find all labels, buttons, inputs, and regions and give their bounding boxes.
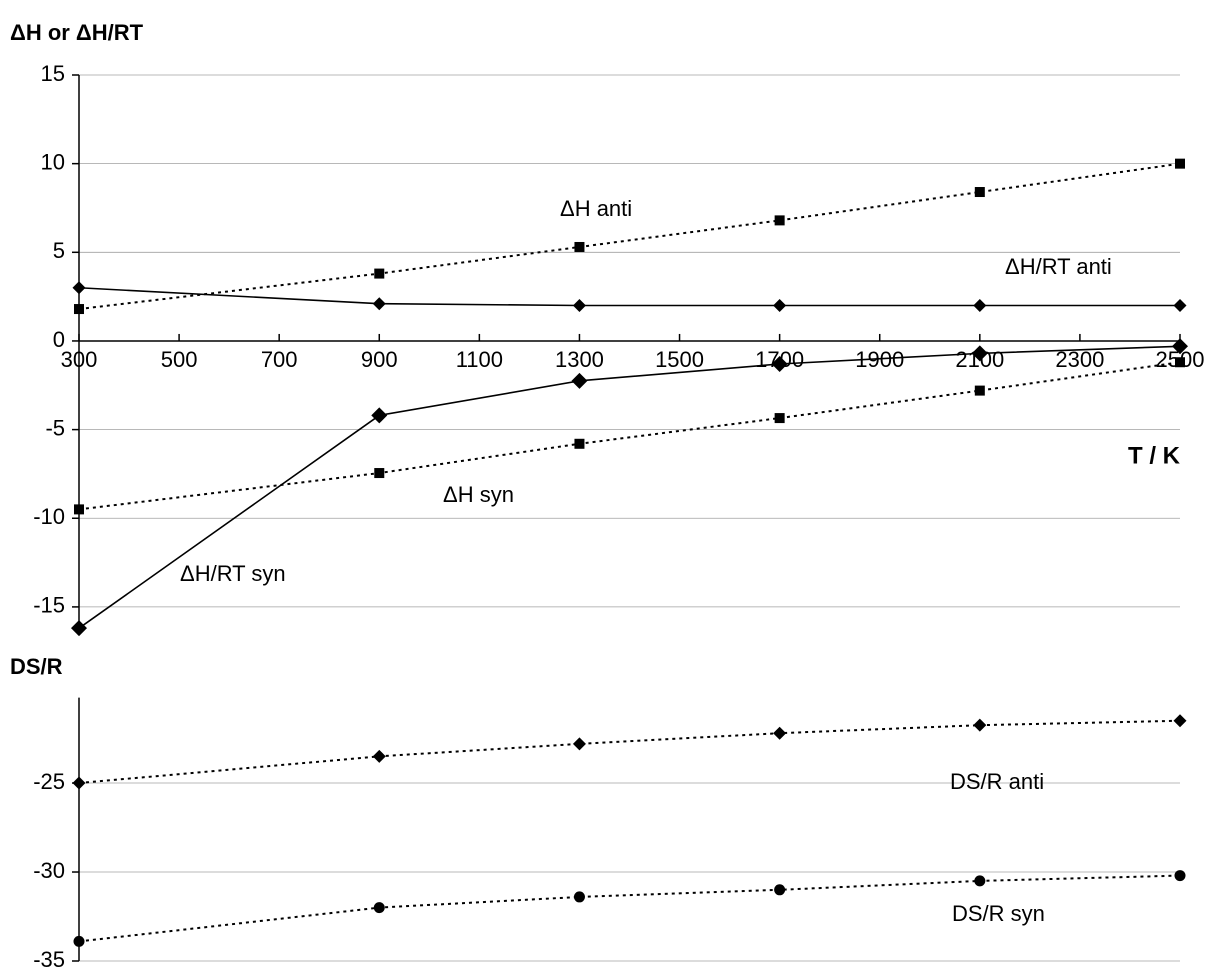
marker [774, 413, 785, 424]
series-line [78, 162, 1181, 311]
marker [773, 726, 787, 740]
marker [974, 187, 985, 198]
series-line [78, 361, 1181, 511]
y-tick-label: 0 [53, 327, 65, 352]
series-label: DS/R anti [950, 769, 1044, 794]
y-tick-label: -10 [33, 504, 65, 529]
x-tick-label: 1300 [555, 347, 604, 372]
marker [974, 385, 985, 396]
marker [1175, 158, 1185, 169]
series-label: ΔH syn [443, 482, 514, 507]
marker [572, 298, 586, 312]
marker [974, 875, 986, 887]
x-tick-label: 900 [361, 347, 398, 372]
x-tick-label: 1100 [456, 347, 503, 372]
marker [1174, 870, 1186, 882]
marker [73, 935, 85, 947]
x-axis-label: T / K [1128, 442, 1181, 469]
y-tick-label: 5 [53, 238, 65, 263]
series-label: DS/R syn [952, 901, 1045, 926]
marker [1173, 298, 1187, 312]
y-tick-label: -25 [33, 769, 65, 794]
marker [973, 718, 987, 732]
marker [1173, 714, 1187, 728]
marker [1175, 357, 1185, 368]
marker [774, 215, 785, 226]
x-tick-label: 700 [261, 347, 298, 372]
series-line [78, 719, 1181, 785]
y-tick-label: -30 [33, 858, 65, 883]
marker [571, 372, 588, 389]
x-tick-label: 300 [61, 347, 98, 372]
x-tick-label: 1500 [655, 347, 704, 372]
marker [572, 737, 586, 751]
y-tick-label: -5 [45, 415, 65, 440]
x-tick-label: 500 [161, 347, 198, 372]
series-label: ΔH anti [560, 196, 632, 221]
marker [574, 438, 585, 449]
y-tick-label: 15 [41, 61, 65, 86]
marker [374, 268, 385, 279]
marker [372, 297, 386, 311]
marker [971, 345, 988, 362]
marker [371, 407, 388, 424]
marker [1172, 338, 1188, 355]
marker [372, 749, 386, 763]
y-tick-label: -15 [33, 593, 65, 618]
series-line [78, 286, 1180, 307]
marker [771, 356, 788, 373]
marker [71, 620, 87, 637]
series-label: ΔH/RT syn [180, 561, 286, 586]
chart-title: ΔH or ΔH/RT [10, 20, 144, 45]
marker [74, 304, 84, 315]
marker [374, 468, 385, 479]
chart-title: DS/R [10, 654, 63, 679]
series-line [78, 345, 1181, 629]
marker [74, 504, 84, 515]
marker [573, 891, 585, 903]
marker [774, 884, 786, 896]
y-tick-label: 10 [41, 149, 65, 174]
marker [72, 281, 86, 295]
marker [373, 902, 385, 914]
marker [72, 776, 86, 790]
y-tick-label: -35 [33, 947, 65, 972]
series-label: ΔH/RT anti [1005, 254, 1112, 279]
marker [773, 298, 787, 312]
marker [973, 298, 987, 312]
marker [574, 241, 585, 252]
series-line [78, 874, 1181, 943]
